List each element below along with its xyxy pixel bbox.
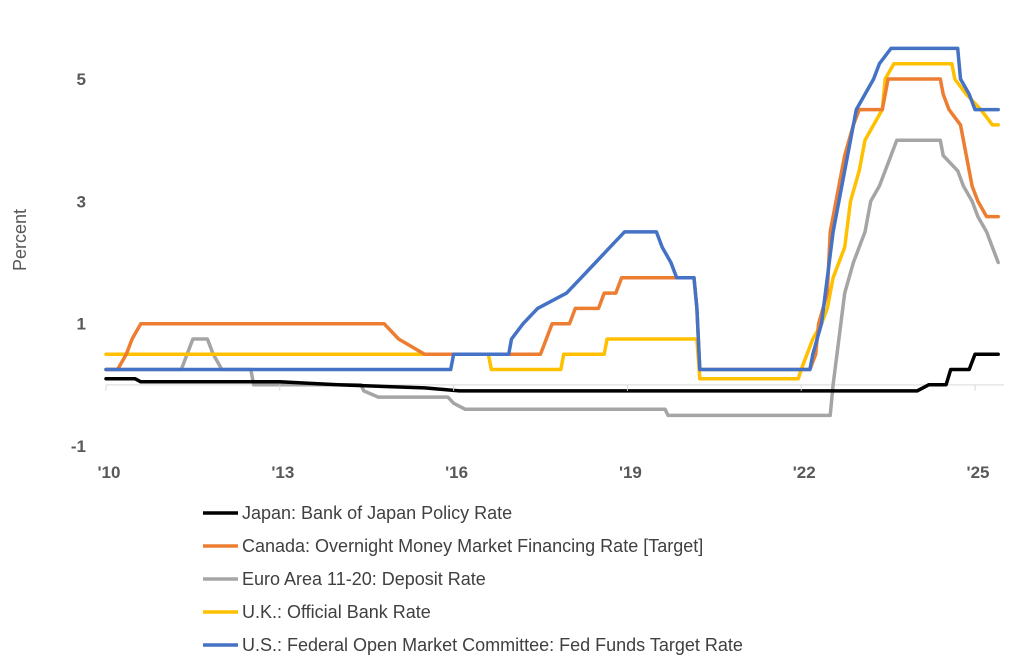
y-tick-label: 3: [77, 192, 86, 211]
series-line-4: [104, 46, 1000, 372]
legend-label: U.S.: Federal Open Market Committee: Fed…: [242, 635, 743, 655]
y-tick-label: -1: [71, 437, 86, 456]
x-tick-label: '22: [793, 463, 816, 482]
series-line-3: [104, 61, 1000, 381]
y-tick-label: 5: [77, 70, 86, 89]
legend: Japan: Bank of Japan Policy Rate Canada: …: [203, 503, 743, 655]
legend-label: Canada: Overnight Money Market Financing…: [242, 536, 703, 556]
y-axis-ticks: -1 1 3 5: [71, 70, 86, 456]
series-layer: [104, 46, 1000, 418]
series-line-0: [104, 352, 1000, 393]
legend-label: U.K.: Official Bank Rate: [242, 602, 431, 622]
x-tick-label: '19: [619, 463, 642, 482]
y-axis-label: Percent: [10, 209, 30, 271]
x-axis-ticks: '10 '13 '16 '19 '22 '25: [98, 384, 990, 482]
y-tick-label: 1: [77, 315, 86, 334]
legend-label: Euro Area 11-20: Deposit Rate: [242, 569, 486, 589]
legend-label: Japan: Bank of Japan Policy Rate: [242, 503, 512, 523]
x-tick-label: '16: [445, 463, 468, 482]
plot-area: [104, 46, 1004, 418]
x-tick-label: '13: [271, 463, 294, 482]
x-tick-label: '10: [98, 463, 121, 482]
x-tick-label: '25: [967, 463, 990, 482]
